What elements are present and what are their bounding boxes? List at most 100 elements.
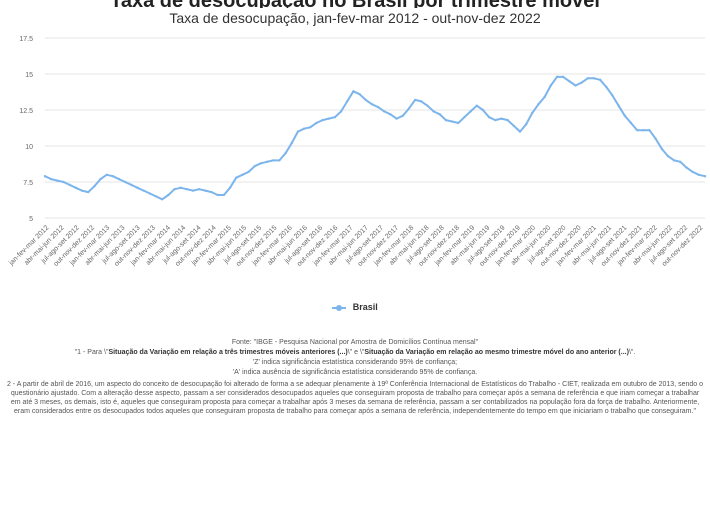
data-point-60 bbox=[413, 98, 417, 102]
data-point-94 bbox=[623, 114, 627, 117]
note-1-line-2: 'Z' indica significância estatística con… bbox=[252, 359, 458, 366]
data-point-95 bbox=[629, 121, 633, 125]
data-point-5 bbox=[74, 186, 78, 189]
data-point-64 bbox=[438, 113, 441, 116]
data-point-48 bbox=[339, 110, 343, 113]
data-point-70 bbox=[475, 104, 478, 107]
data-point-98 bbox=[648, 128, 651, 132]
data-point-106 bbox=[697, 173, 701, 176]
data-point-20 bbox=[167, 193, 170, 197]
data-point-101 bbox=[666, 154, 670, 158]
data-point-40 bbox=[290, 141, 293, 145]
data-point-24 bbox=[191, 189, 195, 192]
data-point-71 bbox=[481, 108, 485, 112]
data-point-55 bbox=[383, 110, 386, 113]
data-point-77 bbox=[518, 130, 522, 133]
data-point-57 bbox=[395, 117, 398, 120]
data-point-50 bbox=[352, 90, 355, 93]
data-point-21 bbox=[173, 188, 176, 191]
data-point-7 bbox=[86, 190, 90, 194]
note-1-line-3: 'A' indica ausência de significância est… bbox=[232, 369, 478, 376]
data-point-37 bbox=[272, 159, 275, 162]
data-point-4 bbox=[68, 183, 71, 187]
footnotes: Fonte: "IBGE - Pesquisa Nacional por Amo… bbox=[6, 338, 704, 417]
note-2: 2 - A partir de abril de 2016, um aspect… bbox=[6, 381, 704, 415]
data-point-72 bbox=[487, 116, 491, 119]
data-point-33 bbox=[247, 170, 250, 174]
data-point-3 bbox=[62, 180, 65, 184]
data-point-84 bbox=[561, 75, 565, 79]
data-point-97 bbox=[642, 128, 645, 132]
data-point-51 bbox=[358, 92, 361, 96]
note-1: "1 - Para \"Situação da Variação em rela… bbox=[6, 348, 704, 357]
data-point-61 bbox=[420, 100, 423, 103]
data-point-43 bbox=[309, 126, 312, 129]
data-point-19 bbox=[160, 198, 164, 201]
data-point-11 bbox=[111, 175, 115, 178]
data-point-17 bbox=[148, 192, 152, 195]
data-point-25 bbox=[198, 188, 201, 191]
data-point-35 bbox=[259, 162, 263, 165]
data-point-104 bbox=[685, 166, 688, 169]
data-point-105 bbox=[691, 170, 694, 174]
data-point-54 bbox=[376, 105, 380, 109]
series-line-brasil bbox=[44, 75, 706, 201]
data-point-82 bbox=[549, 84, 552, 87]
data-point-31 bbox=[235, 176, 238, 179]
data-point-27 bbox=[210, 190, 213, 194]
data-point-23 bbox=[185, 188, 189, 191]
data-point-26 bbox=[204, 189, 207, 192]
data-point-22 bbox=[179, 186, 182, 189]
data-point-29 bbox=[222, 193, 226, 197]
data-point-39 bbox=[284, 152, 287, 155]
data-point-80 bbox=[537, 103, 540, 106]
data-point-59 bbox=[407, 107, 411, 110]
data-point-10 bbox=[105, 173, 108, 176]
legend-line-icon bbox=[332, 304, 347, 311]
data-point-13 bbox=[123, 180, 127, 184]
data-point-34 bbox=[253, 164, 256, 168]
note-1-suffix: \". bbox=[628, 349, 636, 356]
data-point-79 bbox=[531, 111, 534, 115]
data-point-62 bbox=[426, 104, 429, 107]
data-point-96 bbox=[635, 128, 639, 132]
data-point-15 bbox=[136, 186, 139, 189]
data-point-16 bbox=[142, 189, 145, 192]
data-point-107 bbox=[703, 175, 707, 178]
data-point-73 bbox=[494, 118, 497, 122]
data-point-30 bbox=[228, 186, 232, 189]
data-point-41 bbox=[296, 130, 300, 133]
data-point-49 bbox=[346, 100, 349, 103]
data-point-75 bbox=[506, 118, 509, 122]
data-point-78 bbox=[524, 123, 528, 126]
data-point-1 bbox=[49, 177, 53, 181]
y-tick-label-0: 5 bbox=[29, 216, 33, 223]
legend-label-brasil: Brasil bbox=[352, 302, 378, 312]
data-point-8 bbox=[93, 185, 96, 188]
note-1-mid: \" e \" bbox=[347, 349, 365, 356]
data-point-102 bbox=[672, 159, 676, 162]
data-point-63 bbox=[432, 110, 435, 113]
data-point-86 bbox=[574, 84, 577, 87]
data-point-12 bbox=[117, 177, 121, 181]
legend[interactable]: Brasil bbox=[0, 302, 710, 312]
note-1-bold-1: Situação da Variação em relação a três t… bbox=[108, 349, 348, 356]
data-point-52 bbox=[364, 98, 367, 102]
data-point-74 bbox=[500, 117, 503, 120]
data-point-46 bbox=[327, 117, 330, 120]
data-point-47 bbox=[333, 116, 337, 119]
data-point-68 bbox=[463, 116, 466, 119]
data-point-93 bbox=[617, 104, 620, 107]
data-point-58 bbox=[401, 114, 404, 117]
data-point-56 bbox=[389, 113, 392, 116]
y-tick-label-4: 15 bbox=[25, 72, 33, 79]
data-point-42 bbox=[302, 127, 306, 130]
y-tick-label-5: 17.5 bbox=[19, 36, 33, 43]
data-point-90 bbox=[598, 78, 602, 81]
data-point-69 bbox=[469, 110, 472, 113]
data-point-6 bbox=[80, 189, 84, 192]
y-tick-label-1: 7.5 bbox=[23, 180, 33, 187]
data-point-92 bbox=[611, 94, 614, 97]
